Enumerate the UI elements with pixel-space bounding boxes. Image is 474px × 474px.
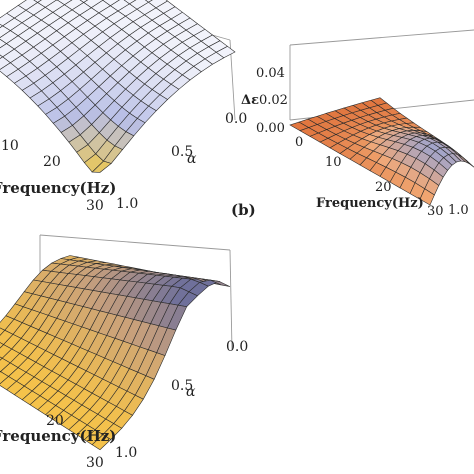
a-cell — [91, 160, 112, 173]
x-tick-b-1: 10 — [325, 155, 342, 170]
z-axis-label-b: Δε — [241, 93, 259, 108]
surface-mesh-b — [289, 97, 474, 206]
z-tick-b-1: 0.02 — [259, 93, 288, 108]
y-tick-c-1: 0.5 — [171, 378, 193, 394]
x-axis-label-b: Frequency(Hz) — [316, 196, 424, 211]
y-axis-label-c: α — [186, 384, 196, 400]
y-tick-b-0: 1.0 — [448, 203, 469, 218]
b-cell — [419, 188, 435, 206]
panel-label-b: (b) — [231, 201, 256, 219]
x-tick-b-0: 0 — [295, 135, 303, 150]
y-tick-a-2: 1.0 — [116, 196, 138, 212]
box-b-edge — [289, 29, 474, 46]
x-tick-b-2: 20 — [375, 180, 392, 195]
y-axis-label-a: α — [187, 151, 197, 167]
c-cell — [210, 279, 231, 287]
surface-mesh-a — [0, 0, 236, 173]
y-tick-a-1: 0.5 — [171, 144, 193, 160]
b-cell — [462, 156, 474, 168]
x-tick-a-1: 20 — [43, 154, 61, 170]
z-tick-b-2: 0.00 — [256, 121, 285, 136]
x-tick-a-2: 30 — [86, 198, 104, 214]
y-tick-c-0: 0.0 — [226, 339, 248, 355]
y-tick-a-0: 0.0 — [225, 111, 247, 127]
x-tick-b-3: 30 — [427, 204, 444, 219]
y-tick-c-2: 1.0 — [115, 445, 137, 461]
box-c-edge — [39, 234, 231, 251]
x-tick-a-0: 10 — [1, 138, 19, 154]
x-axis-label-a: Frequency(Hz) — [0, 179, 116, 197]
surface-plot-c: 0.0 0.5 1.0 α 20 30 Frequency(Hz) — [0, 234, 248, 471]
x-tick-c-0: 20 — [46, 413, 64, 429]
box-c-edge — [229, 249, 233, 351]
surface-mesh-c — [0, 255, 231, 451]
c-cell — [91, 434, 112, 451]
surface-plot-b: 0.04 0.02 0.00 Δε 0 10 20 30 Frequency(H… — [231, 29, 474, 219]
x-axis-label-c: Frequency(Hz) — [0, 427, 116, 445]
surface-plot-a: 10 20 30 Frequency(Hz) 0.0 0.5 1.0 α — [0, 0, 247, 214]
x-tick-c-1: 30 — [86, 455, 104, 471]
z-tick-b-0: 0.04 — [256, 66, 285, 81]
